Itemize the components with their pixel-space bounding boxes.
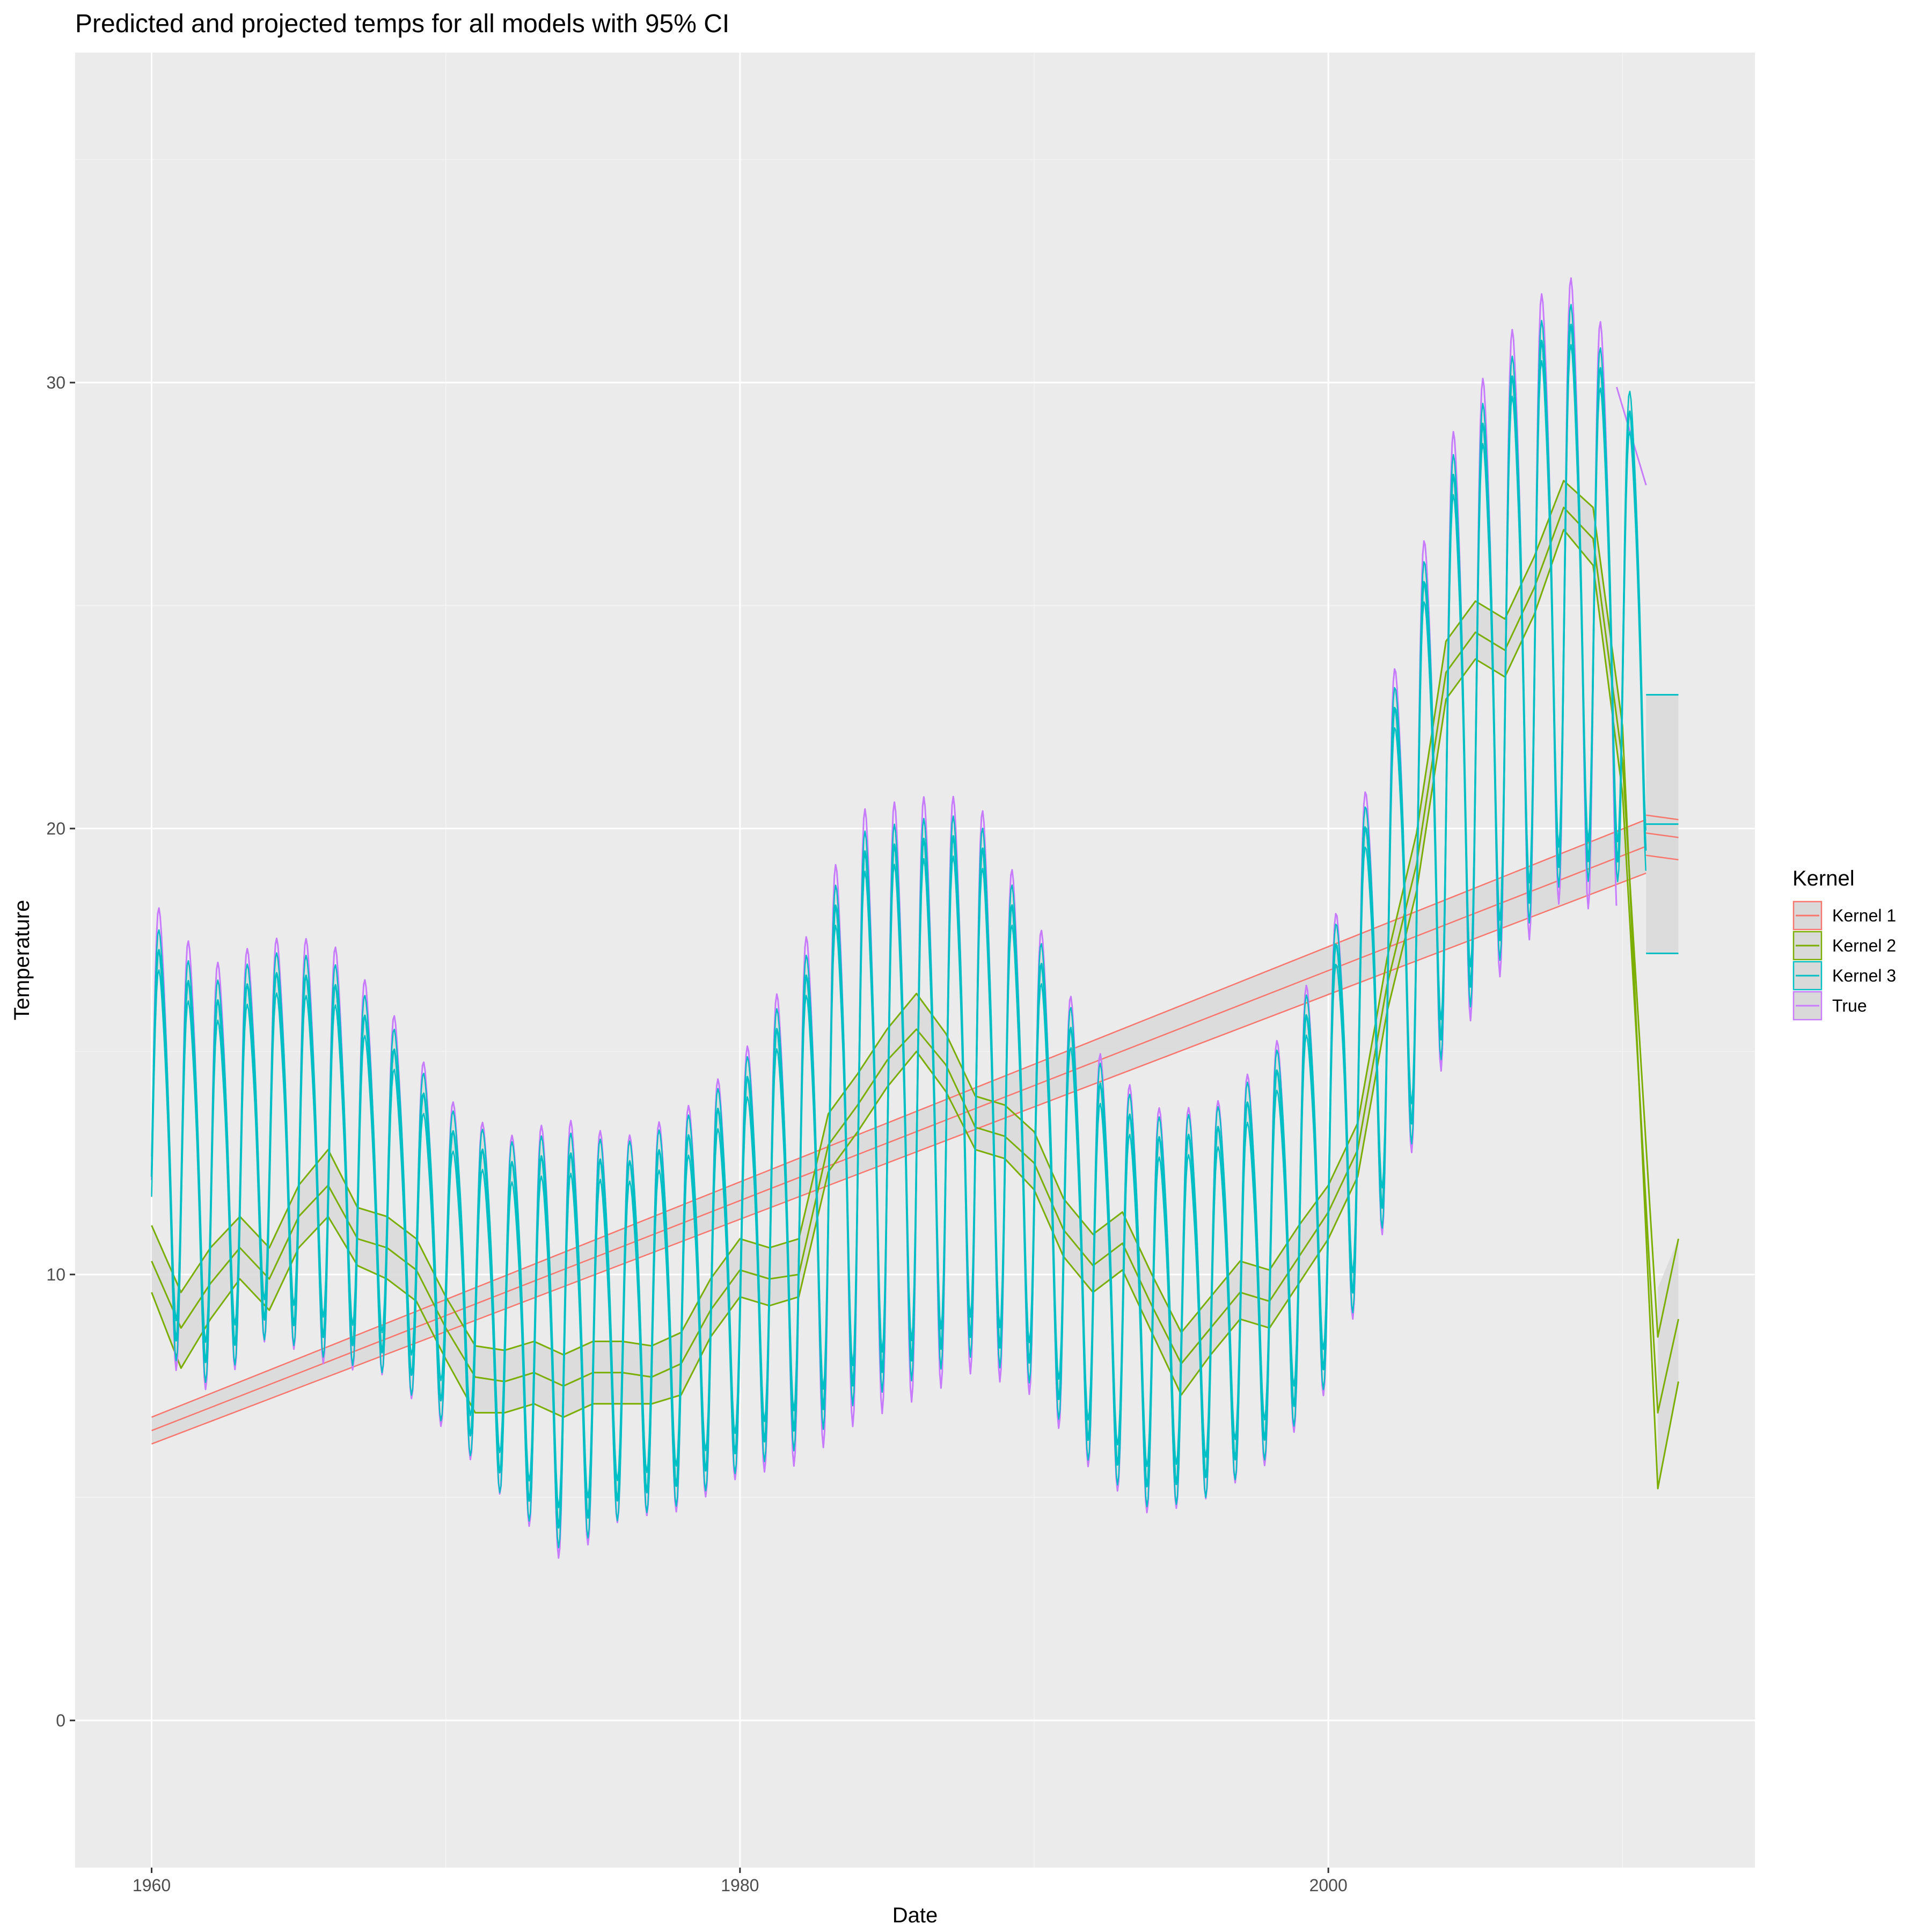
y-tick-label: 0 xyxy=(56,1711,65,1730)
chart-title: Predicted and projected temps for all mo… xyxy=(75,10,729,38)
x-axis: 1960 1980 2000 xyxy=(133,1868,1348,1895)
kernel-2-projection-mean-line xyxy=(1621,762,1679,1338)
x-tick-label: 1980 xyxy=(721,1876,759,1895)
legend-label: Kernel 2 xyxy=(1832,936,1896,955)
kernel-1-band xyxy=(151,819,1646,1444)
y-tick-label: 30 xyxy=(46,373,65,392)
y-axis-title: Temperature xyxy=(10,900,34,1021)
kernel-2-projection-lower-line xyxy=(1621,793,1679,1414)
x-axis-title: Date xyxy=(892,1904,938,1927)
legend-label: Kernel 1 xyxy=(1832,906,1896,925)
kernel-1-projection-lower-line xyxy=(1646,854,1679,861)
x-tick-label: 2000 xyxy=(1309,1876,1348,1895)
legend: Kernel Kernel 1 Kernel 2 Kernel 3 True xyxy=(1792,867,1896,1021)
legend-label: Kernel 3 xyxy=(1832,966,1896,985)
legend-label: True xyxy=(1832,996,1867,1015)
y-axis: 0 10 20 30 xyxy=(46,373,75,1730)
plot-panel xyxy=(75,53,1755,1868)
kernel-2-projection-lower2-line xyxy=(1621,726,1679,1490)
y-tick-label: 20 xyxy=(46,819,65,838)
legend-title: Kernel xyxy=(1792,867,1855,890)
series-lines xyxy=(150,277,1679,1559)
kernel-2-upper-line xyxy=(151,480,1623,1356)
kernel-3-mean-line xyxy=(150,324,1647,1529)
x-tick-label: 1960 xyxy=(133,1876,171,1895)
y-tick-label: 10 xyxy=(46,1265,65,1284)
kernel-1-projection-upper-line xyxy=(1646,814,1679,821)
kernel-1-projection-mean-line xyxy=(1646,832,1679,838)
